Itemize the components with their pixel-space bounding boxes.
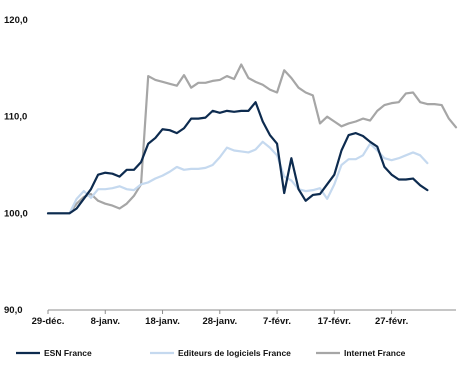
y-tick-label: 100,0 [4,208,28,219]
y-tick-label: 120,0 [4,15,28,26]
series-line-internet-france [46,63,458,215]
series-line-esn-france [46,101,429,215]
x-tick-label: 28-janv. [202,316,237,327]
x-tick-label: 27-févr. [375,316,408,327]
legend: ESN France Editeurs de logiciels France In… [16,348,406,358]
series-line-editeurs-de-logiciels-france [46,140,429,215]
series-lines [46,63,458,215]
y-tick-label: 110,0 [4,112,27,123]
x-tick-label: 8-janv. [91,316,120,327]
legend-label: Editeurs de logiciels France [178,348,291,358]
y-axis: 90,0 100,0 110,0 120,0 [4,15,28,316]
legend-label: ESN France [44,348,92,358]
x-tick-label: 29-déc. [32,316,65,327]
x-tick-label: 18-janv. [145,316,180,327]
x-tick-label: 7-févr. [263,316,291,327]
x-axis: 29-déc. 8-janv. 18-janv. 28-janv. 7-févr. 17-… [32,309,456,327]
x-tick-label: 17-févr. [318,316,351,327]
y-tick-label: 90,0 [4,305,23,316]
legend-label: Internet France [344,348,406,358]
